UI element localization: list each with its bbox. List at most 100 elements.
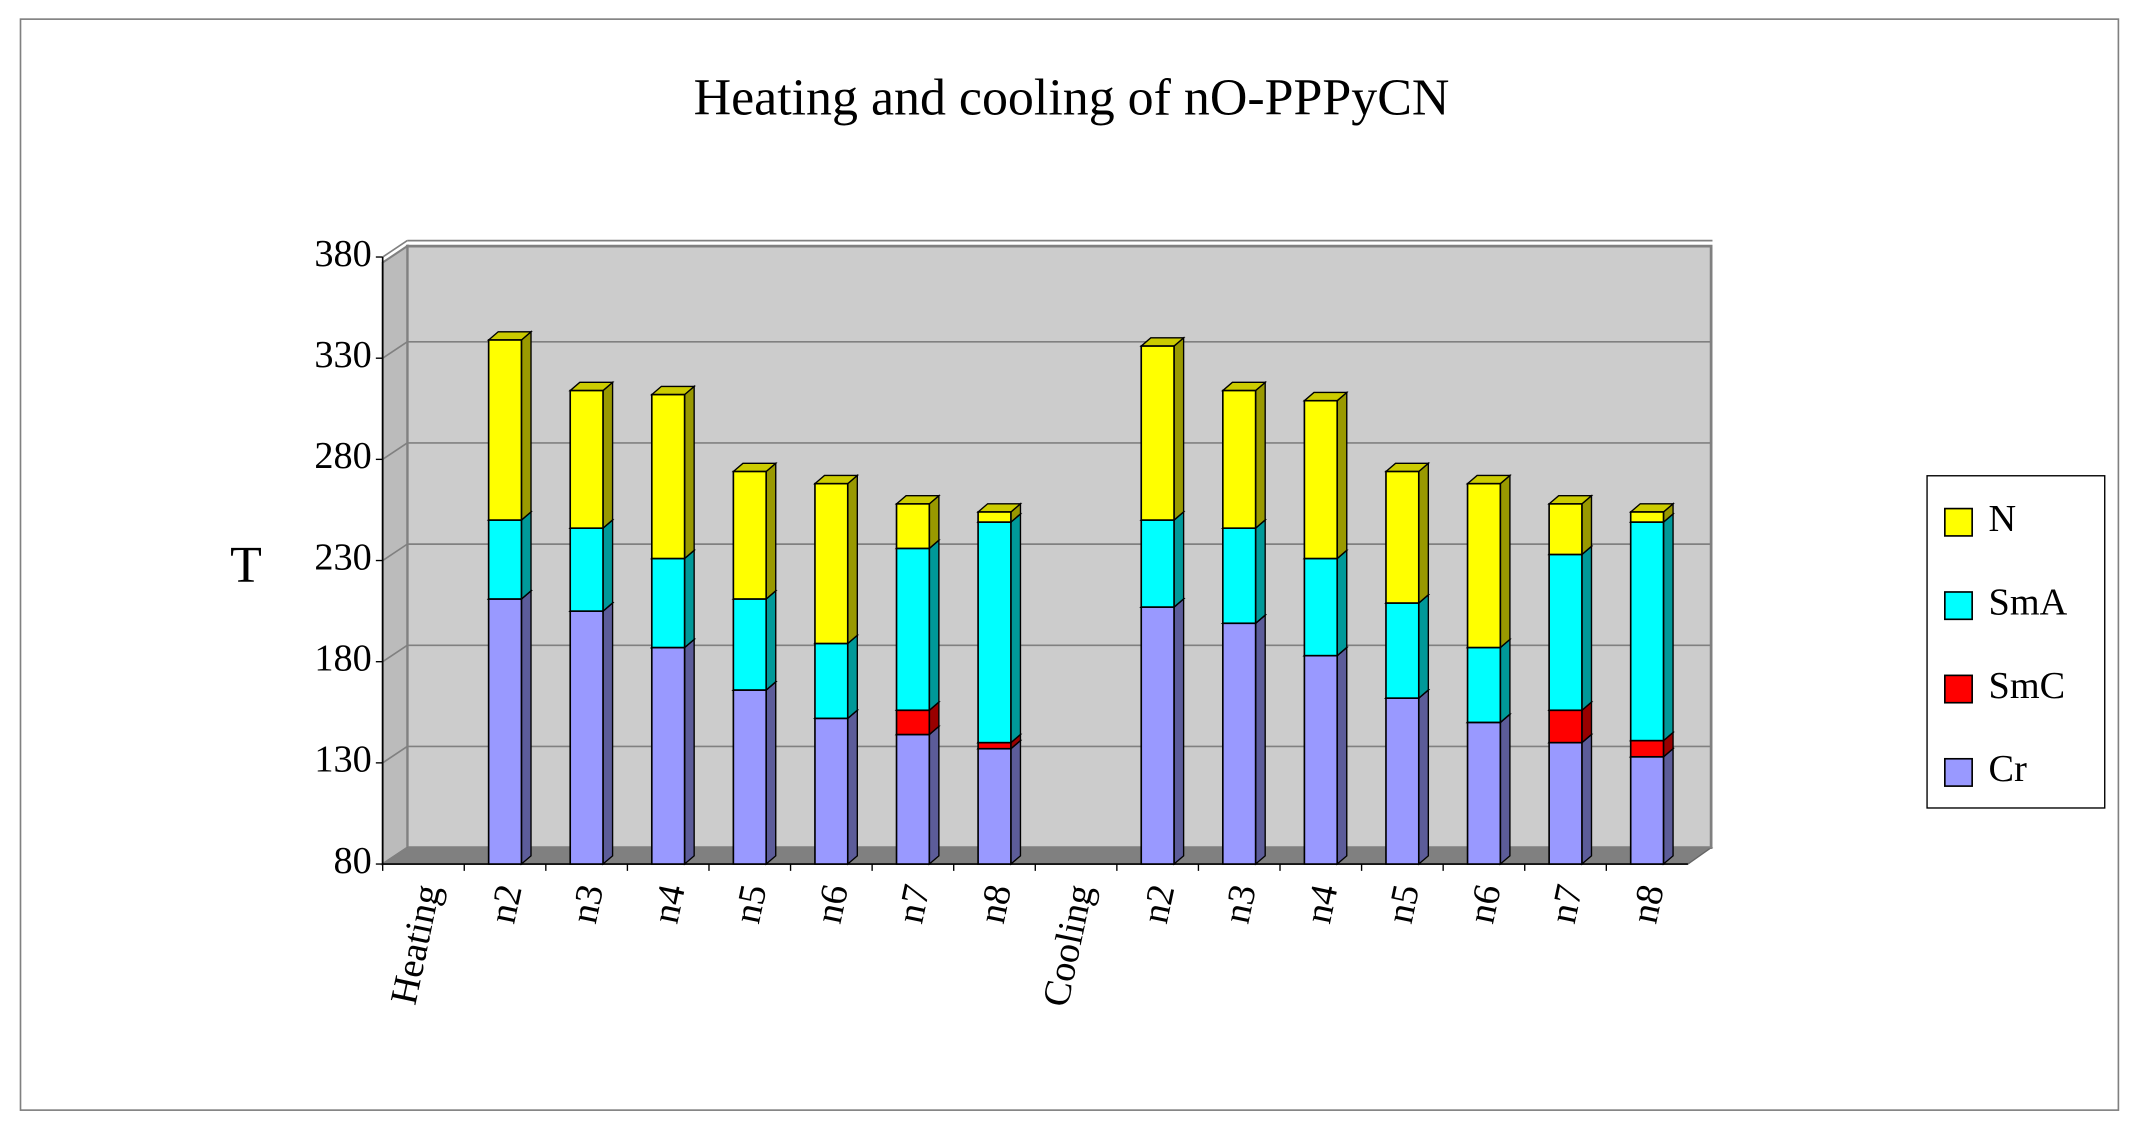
bar-side xyxy=(1254,518,1266,625)
bar-side xyxy=(683,548,695,650)
bar-side xyxy=(602,380,614,530)
x-tick-label: n8 xyxy=(971,881,1020,927)
bar xyxy=(732,470,767,600)
x-tick-label: n7 xyxy=(889,881,938,927)
bar-side xyxy=(1336,390,1348,560)
bar-side xyxy=(1010,512,1022,745)
bar-side xyxy=(1336,645,1348,866)
legend-swatch xyxy=(1944,507,1973,537)
y-tick-label: 280 xyxy=(314,435,371,477)
bar-side xyxy=(683,637,695,866)
x-tick-label: n6 xyxy=(1461,881,1510,927)
bar-side xyxy=(928,724,940,866)
bar xyxy=(569,610,604,865)
bar xyxy=(1222,622,1257,865)
grid-line xyxy=(382,442,408,461)
bar-side xyxy=(928,538,940,712)
y-tick-label: 180 xyxy=(314,637,371,679)
bar xyxy=(1548,503,1583,556)
bar-side xyxy=(520,510,532,601)
bar xyxy=(1385,697,1420,865)
x-tick-label: n7 xyxy=(1542,881,1591,927)
bar xyxy=(1303,557,1339,657)
bar xyxy=(1222,527,1257,625)
bar xyxy=(814,482,849,645)
bar xyxy=(487,519,523,600)
grid-line xyxy=(382,745,408,764)
bar xyxy=(1466,646,1502,724)
y-tick-label: 330 xyxy=(314,334,371,376)
grid-line xyxy=(382,543,408,562)
legend-label: N xyxy=(1989,498,2017,540)
bar xyxy=(1548,553,1583,712)
grid-line xyxy=(382,644,408,663)
bar-side xyxy=(1254,380,1266,530)
x-tick-label: n4 xyxy=(645,881,694,927)
legend-label: Cr xyxy=(1989,748,2028,790)
bar xyxy=(1140,519,1175,608)
bar-side xyxy=(1254,613,1266,866)
bar-side xyxy=(1173,597,1185,866)
bar-side xyxy=(1418,688,1430,866)
x-tick-label: n2 xyxy=(1134,881,1183,927)
legend-label: SmC xyxy=(1989,665,2066,707)
bar xyxy=(1548,709,1583,744)
bar xyxy=(1385,470,1420,604)
y-tick-label: 130 xyxy=(314,739,371,781)
bar xyxy=(1222,389,1257,529)
y-tick-label: 230 xyxy=(314,536,371,578)
bar-side xyxy=(1581,494,1593,556)
bar-side xyxy=(520,589,532,866)
y-tick-label: 80 xyxy=(333,840,371,882)
legend-swatch xyxy=(1944,757,1973,787)
chart-title: Heating and cooling of nO-PPPyCN xyxy=(694,69,1450,126)
bar-side xyxy=(1499,637,1511,724)
bar-side xyxy=(602,601,614,866)
bar-side xyxy=(1336,548,1348,658)
bar xyxy=(814,717,849,865)
bar-side xyxy=(765,589,777,692)
bar-side xyxy=(847,708,858,866)
bar xyxy=(895,709,931,736)
bar-side xyxy=(1418,593,1430,700)
bar xyxy=(977,511,1012,523)
bar xyxy=(1629,739,1665,758)
bar-side xyxy=(1173,510,1185,609)
bar-side xyxy=(1581,732,1593,866)
bar xyxy=(1548,741,1583,865)
bar xyxy=(650,393,686,560)
bar xyxy=(569,527,604,612)
x-tick-label: n2 xyxy=(482,881,531,927)
grid-line xyxy=(382,846,408,865)
bar xyxy=(487,598,523,865)
legend-swatch xyxy=(1944,591,1973,621)
x-tick-label: n5 xyxy=(1379,881,1428,927)
bar xyxy=(1303,654,1339,865)
x-tick-label: n4 xyxy=(1297,881,1346,927)
bar xyxy=(1466,482,1502,649)
bar-side xyxy=(1418,461,1430,605)
bar-side xyxy=(1662,512,1674,743)
bar xyxy=(1629,511,1665,523)
x-tick-label: n8 xyxy=(1624,881,1673,927)
bar-side xyxy=(520,330,532,522)
bar-side xyxy=(765,461,777,601)
bar xyxy=(732,689,767,865)
x-tick-label: n3 xyxy=(563,881,612,927)
bar xyxy=(1466,721,1502,865)
bar xyxy=(895,547,931,712)
bar-side xyxy=(1499,712,1511,866)
bar xyxy=(1140,606,1175,865)
bar-side xyxy=(602,518,614,613)
bar xyxy=(895,733,931,865)
bar xyxy=(1385,602,1420,699)
bar-side xyxy=(1581,544,1593,712)
bar xyxy=(487,339,523,521)
bar xyxy=(732,598,767,691)
side-wall xyxy=(381,244,409,866)
bar-side xyxy=(683,384,695,560)
bar-side xyxy=(847,473,858,645)
bar xyxy=(977,741,1012,750)
